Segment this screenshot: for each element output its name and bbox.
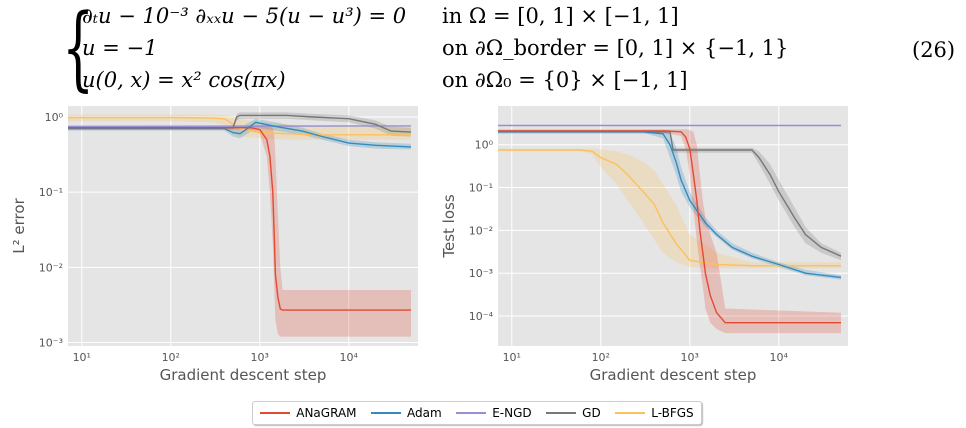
- legend-swatch-adam: [371, 412, 402, 414]
- legend-swatch-anagram: [260, 412, 291, 414]
- y-tick-label: 10⁻²: [469, 224, 493, 237]
- legend-label-l-bfgs: L-BFGS: [651, 406, 694, 420]
- x-axis-label: Gradient descent step: [590, 366, 757, 384]
- x-tick-label: 10⁴: [770, 351, 789, 364]
- y-tick-label: 10⁻⁴: [469, 310, 494, 323]
- legend-swatch-l-bfgs: [615, 412, 646, 414]
- equation-line-3: u(0, x) = x² cos(πx): [82, 68, 286, 92]
- l2-error-chart: 10¹ 10² 10³ 10⁴ 10⁰ 10⁻¹ 10⁻² 10⁻³ Gradient desc…: [10, 106, 418, 384]
- equation-domain-2: on ∂Ω_border = [0, 1] × {−1, 1}: [442, 36, 789, 60]
- band-anagram: [498, 129, 841, 334]
- test-loss-chart: 10¹ 10² 10³ 10⁴ 10⁰ 10⁻¹ 10⁻² 10⁻³ 10⁻⁴ Gradient …: [440, 106, 848, 384]
- plot-area: [68, 106, 418, 346]
- legend: ANaGRAM Adam E-NGD GD L-BFGS: [252, 401, 702, 425]
- x-tick-label: 10¹: [503, 351, 521, 364]
- series-line-adam: [68, 121, 412, 148]
- series-line-e-ngd: [67, 125, 412, 128]
- legend-item-e-ngd: E-NGD: [456, 406, 532, 420]
- x-tick-label: 10¹: [73, 351, 91, 364]
- y-tick-label: 10⁻¹: [469, 182, 493, 195]
- y-tick-label: 10⁻³: [469, 267, 493, 280]
- equation-line-2: u = −1: [82, 36, 158, 60]
- band-anagram: [68, 125, 411, 337]
- legend-item-l-bfgs: L-BFGS: [615, 406, 694, 420]
- y-tick-label: 10⁻³: [39, 337, 63, 350]
- legend-swatch-e-ngd: [456, 412, 487, 414]
- legend-item-gd: GD: [546, 406, 601, 420]
- band-l-bfgs: [498, 148, 841, 269]
- equation-number: (26): [912, 38, 956, 62]
- grid: [498, 106, 848, 346]
- y-axis-label: Test loss: [440, 194, 458, 258]
- y-tick-label: 10⁰: [475, 139, 494, 152]
- band-gd: [68, 112, 411, 137]
- series-line-anagram: [68, 127, 411, 311]
- legend-item-anagram: ANaGRAM: [260, 406, 357, 420]
- x-axis-label: Gradient descent step: [160, 366, 327, 384]
- y-axis-label: L² error: [10, 197, 28, 253]
- x-tick-label: 10⁴: [340, 351, 359, 364]
- equation-domain-1: in Ω = [0, 1] × [−1, 1]: [442, 4, 679, 28]
- equation-domain-3: on ∂Ω₀ = {0} × [−1, 1]: [442, 68, 688, 92]
- legend-label-anagram: ANaGRAM: [296, 406, 357, 420]
- series-line-gd: [68, 114, 412, 133]
- x-tick-label: 10²: [162, 351, 180, 364]
- series-line-l-bfgs: [498, 149, 841, 267]
- legend-label-e-ngd: E-NGD: [492, 406, 532, 420]
- legend-label-gd: GD: [582, 406, 601, 420]
- series-line-anagram: [498, 130, 841, 324]
- equation-block: { ∂ₜu − 10⁻³ ∂ₓₓu − 5(u − u³) = 0 in Ω =…: [0, 0, 966, 102]
- y-tick-label: 10⁻¹: [39, 186, 63, 199]
- legend-label-adam: Adam: [407, 406, 442, 420]
- equation-line-1: ∂ₜu − 10⁻³ ∂ₓₓu − 5(u − u³) = 0: [82, 4, 407, 28]
- legend-swatch-gd: [546, 412, 577, 414]
- x-tick-label: 10³: [681, 351, 699, 364]
- y-tick-label: 10⁻²: [39, 261, 63, 274]
- x-tick-label: 10²: [592, 351, 610, 364]
- y-tick-label: 10⁰: [45, 111, 64, 124]
- x-tick-label: 10³: [251, 351, 269, 364]
- series-line-gd: [498, 131, 842, 257]
- legend-item-adam: Adam: [371, 406, 442, 420]
- left-brace: {: [62, 0, 95, 101]
